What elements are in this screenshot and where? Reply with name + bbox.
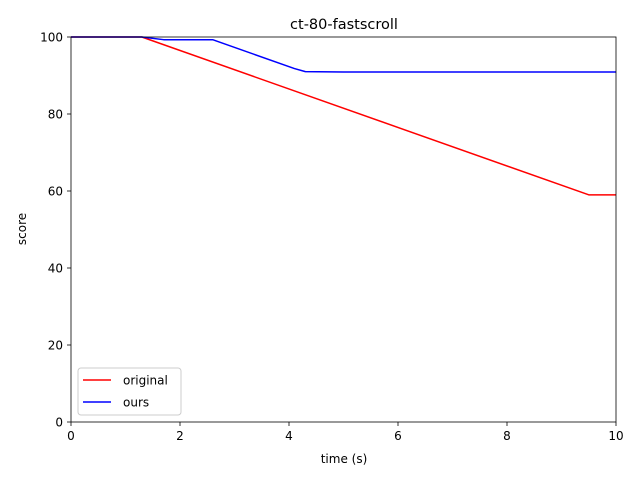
x-tick-label: 6 (394, 429, 402, 443)
y-tick-label: 40 (48, 262, 63, 276)
series-line-ours (71, 36, 616, 73)
y-tick-label: 80 (48, 108, 63, 122)
legend-label-original: original (123, 374, 168, 388)
y-tick-label: 20 (48, 339, 63, 353)
y-axis-label: score (15, 213, 29, 245)
y-tick-label: 100 (40, 31, 63, 45)
plot-frame (70, 36, 617, 423)
legend-label-ours: ours (123, 396, 149, 410)
x-tick-label: 10 (608, 429, 623, 443)
x-axis-label: time (s) (321, 452, 368, 466)
chart-title: ct-80-fastscroll (290, 17, 398, 33)
x-tick-label: 0 (67, 429, 75, 443)
y-tick-label: 0 (55, 416, 63, 430)
x-tick-label: 2 (176, 429, 184, 443)
y-tick-label: 60 (48, 185, 63, 199)
x-tick-label: 8 (503, 429, 511, 443)
x-tick-label: 4 (285, 429, 293, 443)
